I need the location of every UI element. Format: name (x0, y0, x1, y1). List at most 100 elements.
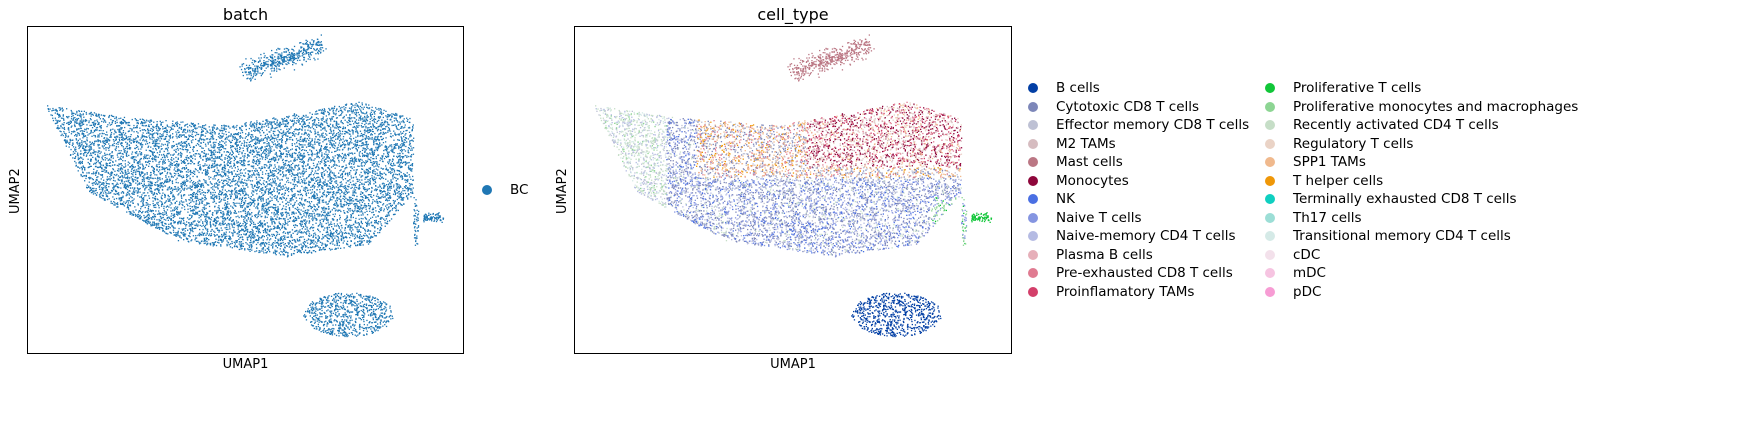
scatter-point (256, 156, 258, 159)
scatter-point (325, 217, 328, 220)
scatter-point (323, 163, 325, 165)
scatter-point (97, 160, 99, 163)
scatter-point (178, 203, 180, 206)
scatter-point (397, 165, 399, 167)
scatter-point (160, 172, 162, 175)
scatter-point (158, 191, 160, 193)
scatter-point (133, 198, 135, 200)
scatter-point (328, 169, 331, 171)
scatter-point (271, 141, 273, 143)
scatter-point (289, 245, 291, 247)
scatter-point (291, 246, 293, 249)
scatter-point (358, 240, 361, 242)
scatter-point (136, 122, 138, 124)
scatter-point (228, 179, 230, 181)
scatter-point (263, 243, 266, 245)
scatter-point (331, 188, 333, 190)
scatter-point (367, 155, 369, 157)
scatter-point (371, 202, 373, 205)
scatter-point (349, 237, 351, 239)
scatter-point (199, 221, 201, 223)
scatter-point (146, 202, 148, 204)
scatter-point (142, 129, 144, 131)
scatter-point (414, 215, 416, 217)
scatter-point (265, 210, 267, 212)
scatter-point (319, 247, 321, 249)
scatter-point (190, 122, 192, 124)
scatter-point (122, 192, 125, 194)
scatter-point (279, 138, 281, 141)
scatter-point (338, 209, 340, 211)
scatter-point (219, 165, 221, 167)
scatter-point (353, 203, 355, 206)
scatter-point (120, 163, 122, 165)
scatter-point (338, 126, 341, 128)
scatter-point (230, 165, 232, 167)
scatter-point (348, 183, 350, 186)
scatter-point (265, 173, 267, 175)
scatter-point (216, 165, 218, 167)
scatter-point (246, 239, 249, 241)
scatter-point (138, 215, 140, 217)
scatter-point (279, 182, 281, 184)
scatter-point (371, 209, 374, 211)
scatter-point (291, 229, 294, 231)
scatter-point (137, 195, 139, 197)
scatter-point (56, 122, 58, 124)
scatter-point (256, 129, 258, 131)
scatter-point (306, 119, 308, 121)
scatter-point (282, 123, 284, 125)
scatter-point (366, 189, 368, 192)
scatter-point (411, 189, 413, 191)
scatter-point (312, 186, 314, 188)
scatter-point (246, 213, 248, 216)
scatter-point (114, 148, 116, 150)
scatter-point (77, 158, 79, 161)
scatter-point (278, 167, 280, 169)
scatter-point (159, 200, 161, 202)
scatter-point (207, 191, 209, 194)
scatter-point (129, 204, 131, 206)
scatter-point (322, 116, 324, 118)
scatter-point (305, 116, 307, 118)
scatter-point (325, 119, 327, 121)
scatter-point (186, 123, 189, 125)
scatter-point (331, 241, 333, 243)
scatter-point (261, 195, 263, 198)
scatter-point (179, 188, 181, 190)
scatter-point (95, 151, 97, 153)
scatter-point (330, 221, 332, 223)
scatter-point (194, 134, 197, 137)
scatter-point (249, 242, 251, 244)
scatter-point (174, 125, 176, 128)
scatter-point (356, 144, 358, 147)
scatter-point (193, 209, 196, 211)
scatter-point (414, 226, 416, 228)
scatter-point (375, 156, 377, 158)
scatter-point (152, 213, 155, 215)
scatter-point (303, 240, 306, 243)
scatter-point (157, 133, 159, 136)
scatter-point (149, 138, 151, 140)
scatter-point (291, 239, 294, 241)
scatter-point (141, 134, 143, 136)
scatter-point (227, 228, 229, 231)
scatter-point (326, 124, 329, 126)
scatter-point (103, 133, 105, 135)
scatter-point (225, 228, 227, 231)
scatter-point (107, 138, 109, 140)
scatter-point (74, 125, 76, 127)
scatter-point (343, 210, 345, 212)
scatter-point (360, 210, 363, 212)
scatter-point (308, 213, 311, 215)
scatter-point (167, 233, 169, 235)
scatter-point (270, 184, 272, 186)
scatter-point (252, 242, 254, 244)
scatter-point (294, 217, 296, 220)
scatter-point (398, 160, 400, 162)
scatter-point (322, 172, 324, 174)
scatter-point (318, 168, 320, 170)
scatter-point (208, 164, 211, 166)
scatter-point (104, 190, 106, 192)
scatter-point (165, 126, 167, 129)
